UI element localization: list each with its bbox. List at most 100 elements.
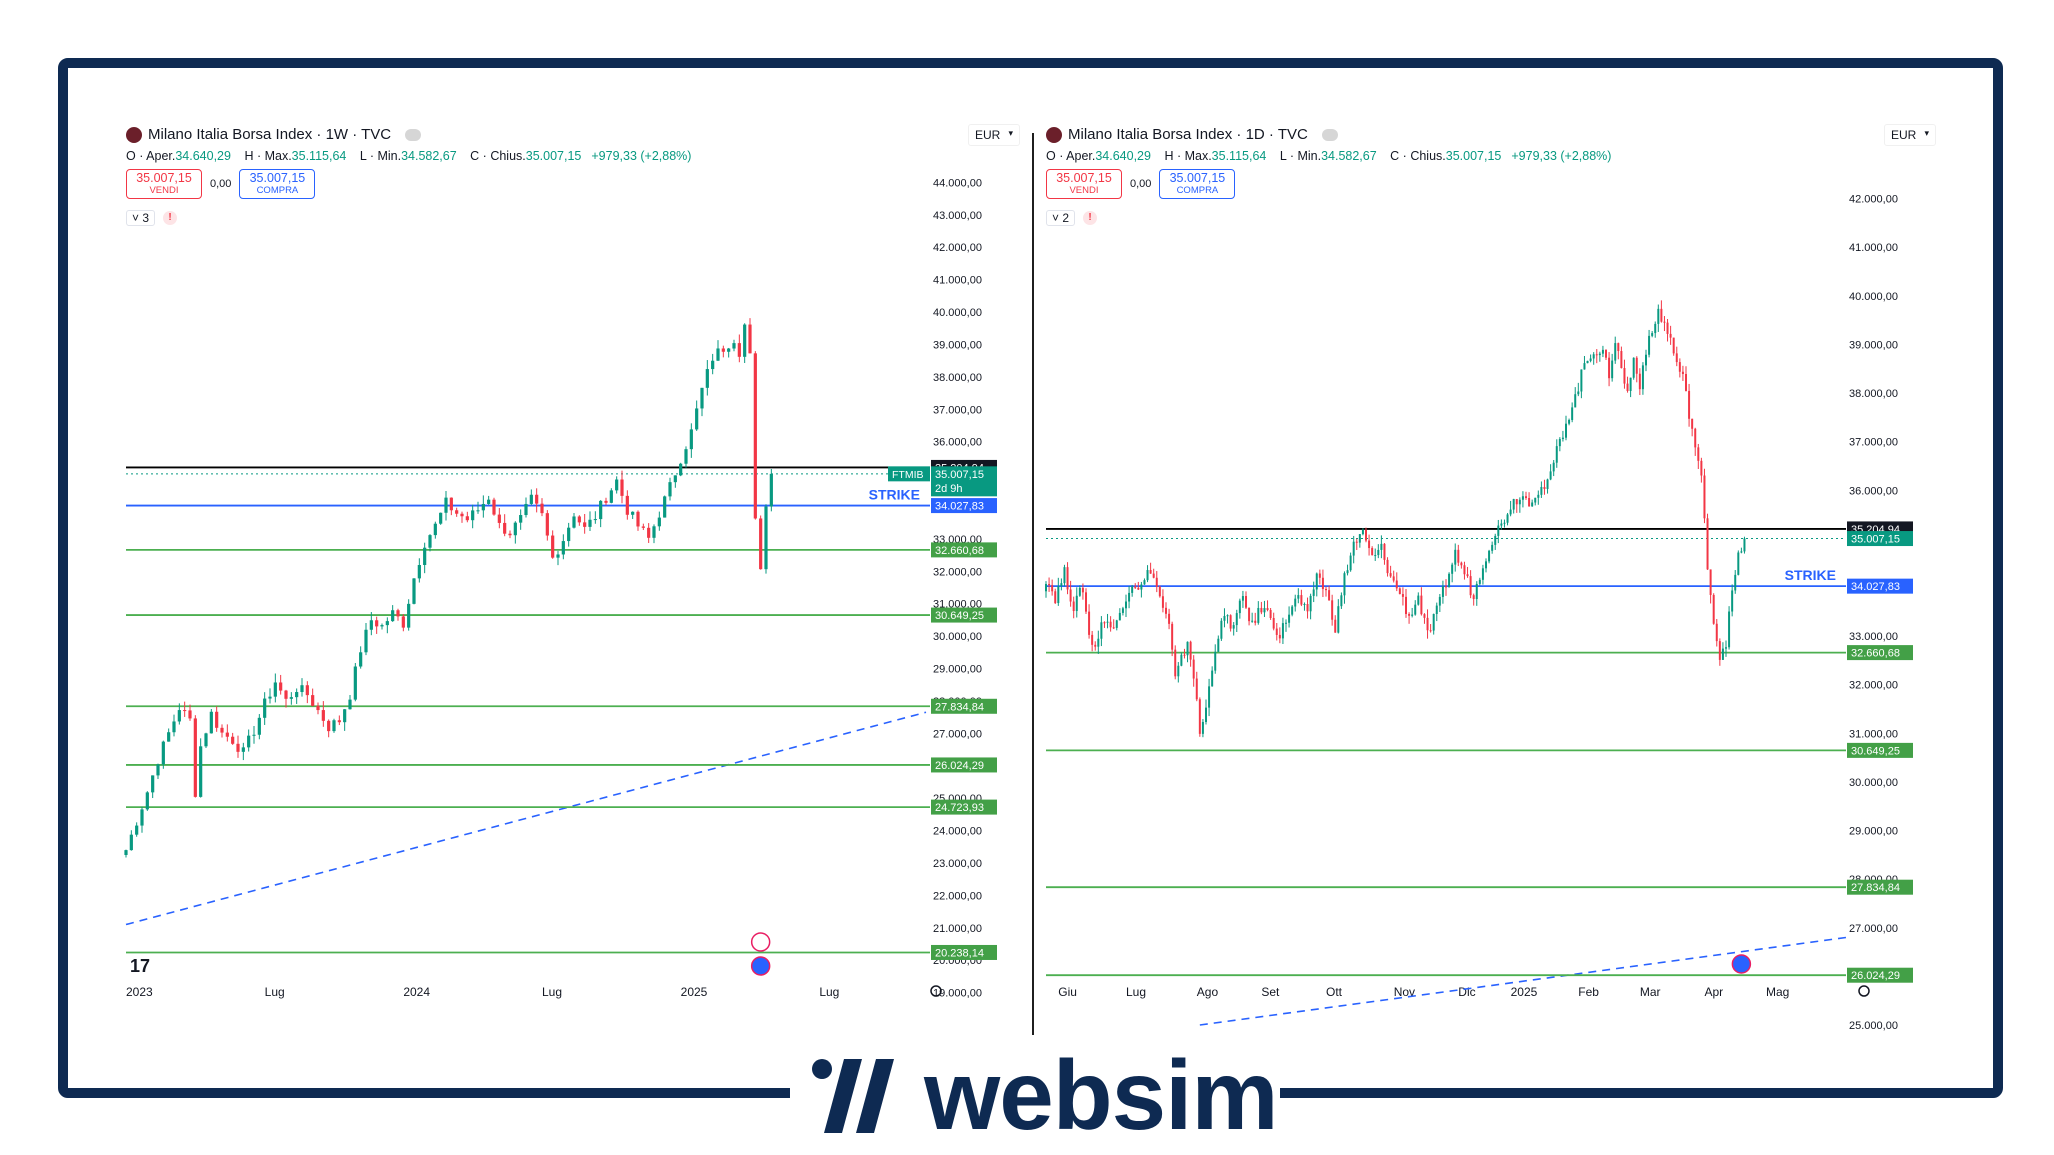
candle-body (1685, 373, 1687, 391)
symbol-header[interactable]: Milano Italia Borsa Index · 1W · TVC (126, 126, 422, 143)
x-tick-label: Feb (1578, 985, 1599, 999)
candle-body (300, 685, 304, 693)
candle-body (1048, 583, 1051, 586)
candle-body (284, 690, 288, 699)
y-tick-label: 37.000,00 (933, 404, 982, 416)
currency-select[interactable]: EUR ▾ (1884, 124, 1936, 146)
candle-body (1125, 601, 1127, 609)
candle-body (1331, 600, 1334, 620)
candle-body (684, 449, 688, 464)
y-tick-label: 38.000,00 (1849, 388, 1898, 400)
candle-body (156, 764, 160, 776)
candle-body (1734, 574, 1737, 591)
candle-body (1149, 570, 1152, 574)
candle-body (1546, 479, 1549, 489)
candle-body (321, 710, 325, 721)
candle-body (1365, 530, 1367, 541)
candle-body (236, 743, 240, 752)
candle-body (1165, 607, 1167, 614)
more-icon[interactable] (1321, 128, 1338, 141)
level-price-tag (1847, 967, 1913, 983)
candle-body (359, 652, 363, 667)
candle-body (1349, 555, 1352, 571)
high-value: 35.115,64 (1211, 149, 1267, 163)
candle-body (636, 511, 640, 527)
candle-body (1411, 614, 1414, 616)
candle-body (332, 720, 336, 732)
y-tick-label: 41.000,00 (1849, 242, 1898, 254)
sell-button[interactable]: 35.007,15 VENDI (126, 169, 202, 199)
candle-body (1066, 567, 1069, 590)
candle-body (1614, 343, 1617, 361)
level-price-tag (931, 466, 997, 497)
open-value: 34.640,29 (1095, 149, 1151, 163)
x-tick-label: Mar (1640, 985, 1661, 999)
candle-body (1515, 499, 1518, 505)
candle-body (1118, 612, 1121, 621)
candle-body (1294, 598, 1297, 607)
candle-body (1417, 595, 1420, 605)
candle-body (1214, 651, 1217, 671)
warning-icon[interactable]: ! (1083, 211, 1098, 225)
candle-body (1368, 540, 1371, 549)
y-tick-label: 29.000,00 (1849, 826, 1898, 838)
candle-body (1285, 622, 1287, 624)
candle-body (1648, 335, 1651, 355)
candle-body (492, 499, 496, 515)
buy-button[interactable]: 35.007,15 COMPRA (239, 169, 316, 199)
candle-body (1608, 357, 1611, 379)
candle-body (1737, 552, 1740, 575)
candle-body (1097, 638, 1100, 647)
candle-body (460, 513, 464, 517)
buy-button[interactable]: 35.007,15 COMPRA (1159, 169, 1236, 199)
candle-body (1340, 595, 1343, 607)
candle-body (1712, 594, 1715, 624)
candle-body (1475, 583, 1478, 600)
candle-body (177, 710, 181, 722)
candle-body (673, 475, 677, 483)
strike-label: STRIKE (1785, 567, 1836, 583)
candle-body (1521, 496, 1524, 500)
x-tick-label: 2025 (681, 985, 708, 999)
candle-body (1534, 497, 1537, 503)
candle-body (1605, 349, 1607, 358)
candle-body (1229, 615, 1232, 629)
indicators-toggle[interactable]: ˅ 3 ! (126, 210, 178, 226)
candle-body (1078, 587, 1081, 596)
indicators-toggle[interactable]: ˅ 2 ! (1046, 210, 1098, 226)
y-tick-label: 43.000,00 (933, 210, 982, 222)
x-tick-label: Lug (542, 985, 562, 999)
candle-body (1201, 721, 1204, 734)
candle-body (695, 408, 699, 430)
x-tick-label: Lug (1126, 985, 1146, 999)
candle-body (503, 522, 507, 534)
trade-buttons: 35.007,15 VENDI 0,00 35.007,15 COMPRA (1046, 169, 1236, 199)
weekly-chart-svg[interactable]: 19.000,0020.000,0021.000,0022.000,0023.0… (124, 120, 1046, 1040)
more-icon[interactable] (405, 128, 422, 141)
warning-icon[interactable]: ! (163, 211, 178, 225)
candle-body (641, 526, 645, 528)
candle-body (1574, 394, 1577, 408)
candle-body (423, 547, 427, 566)
candle-body (1217, 638, 1220, 652)
candle-body (1352, 541, 1355, 556)
symbol-header[interactable]: Milano Italia Borsa Index · 1D · TVC (1046, 126, 1338, 143)
sell-button[interactable]: 35.007,15 VENDI (1046, 169, 1122, 199)
candle-body (1537, 494, 1540, 498)
candle-body (689, 429, 693, 450)
level-price-label: 27.834,84 (935, 701, 984, 713)
y-tick-label: 42.000,00 (933, 242, 982, 254)
candle-body (311, 695, 315, 706)
candle-body (1103, 622, 1106, 624)
candle-body (1457, 549, 1460, 563)
candle-body (551, 535, 555, 558)
daily-chart-svg[interactable]: 25.000,0027.000,0028.000,0029.000,0030.0… (1045, 120, 1966, 1040)
candle-body (1266, 608, 1269, 611)
candle-body (599, 500, 603, 520)
currency-select[interactable]: EUR ▾ (968, 124, 1020, 146)
level-price-tag (931, 607, 997, 623)
candle-body (1174, 649, 1177, 677)
candle-body (1632, 357, 1635, 378)
y-tick-label: 40.000,00 (933, 307, 982, 319)
candle-body (1423, 614, 1426, 618)
